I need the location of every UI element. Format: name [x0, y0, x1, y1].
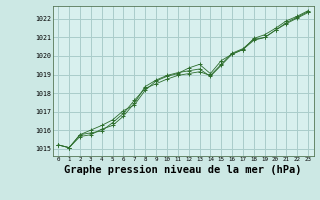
- X-axis label: Graphe pression niveau de la mer (hPa): Graphe pression niveau de la mer (hPa): [64, 165, 302, 175]
